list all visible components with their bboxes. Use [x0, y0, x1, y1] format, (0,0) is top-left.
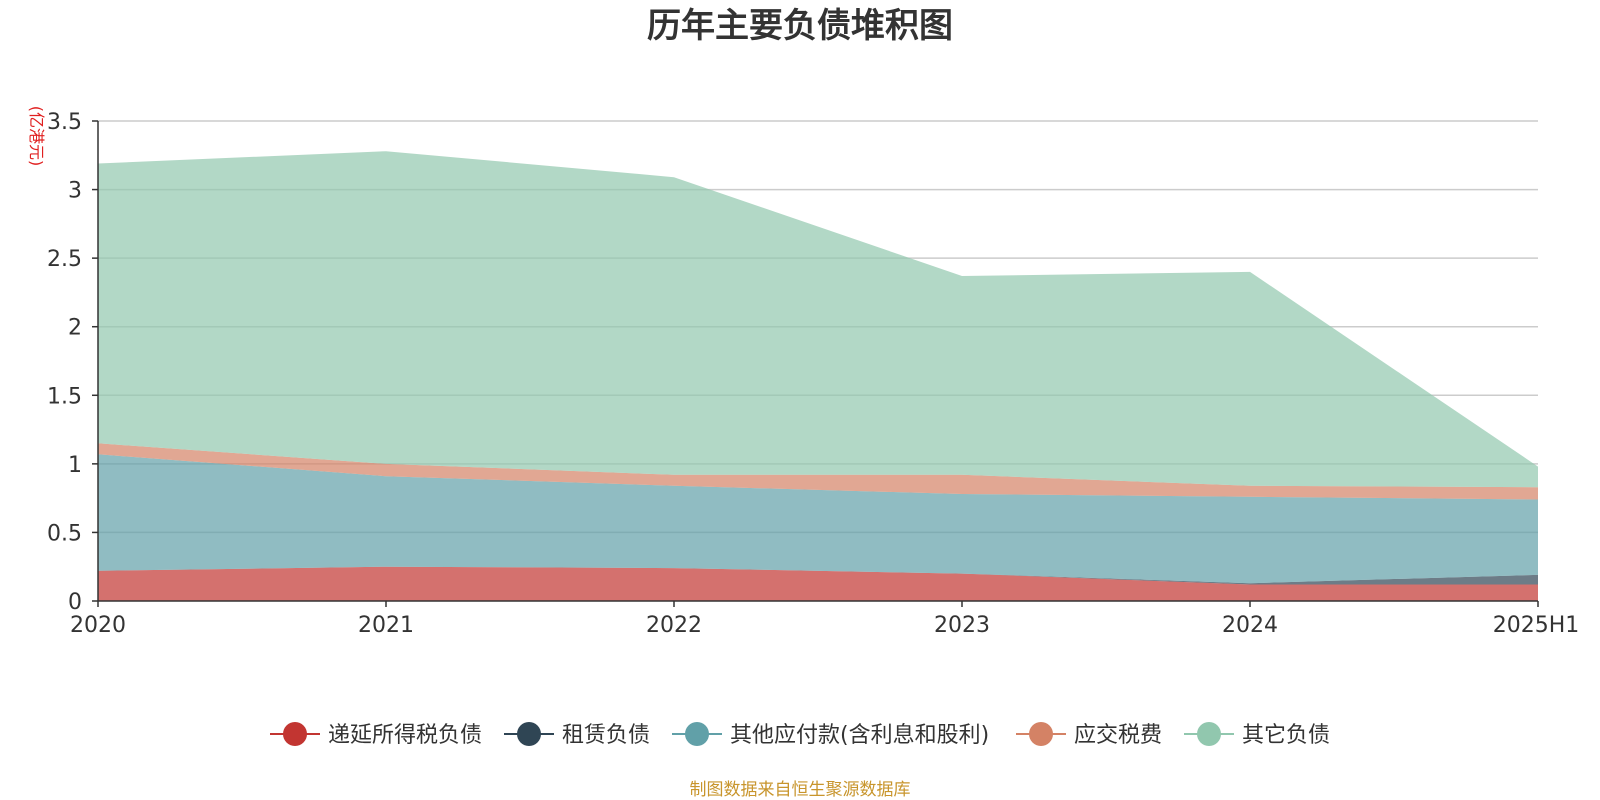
y-tick-label: 0: [68, 590, 82, 615]
legend-label: 递延所得税负债: [328, 723, 482, 748]
x-tick-label: 2022: [646, 613, 702, 638]
legend-item[interactable]: 其他应付款(含利息和股利): [672, 722, 989, 748]
y-axis-unit-label: (亿港元): [27, 106, 46, 167]
legend-label: 其他应付款(含利息和股利): [730, 723, 989, 748]
legend-marker-icon: [1197, 722, 1221, 746]
x-tick-label: 2024: [1222, 613, 1278, 638]
x-tick-label: 2020: [70, 613, 126, 638]
legend-marker-icon: [685, 722, 709, 746]
legend-item[interactable]: 递延所得税负债: [270, 722, 482, 748]
area-series-3: [98, 454, 1538, 584]
y-tick-label: 2.5: [47, 247, 82, 272]
legend-label: 租赁负债: [562, 723, 650, 748]
source-note: 制图数据来自恒生聚源数据库: [690, 780, 911, 800]
legend: 递延所得税负债 租赁负债 其他应付款(含利息和股利) 应交税费 其它负债: [270, 722, 1330, 748]
x-tick-label: 2021: [358, 613, 414, 638]
y-tick-label: 0.5: [47, 521, 82, 546]
legend-item[interactable]: 租赁负债: [504, 722, 650, 748]
area-series-group: [98, 151, 1538, 601]
legend-marker-icon: [283, 722, 307, 746]
axes: 0 0.5 1 1.5 2 2.5 3 3.5 2020 2021 2022 2023 2024 2025…: [47, 110, 1579, 638]
legend-item[interactable]: 应交税费: [1016, 722, 1162, 748]
legend-marker-icon: [517, 722, 541, 746]
y-tick-label: 3: [68, 179, 82, 204]
chart-title: 历年主要负债堆积图: [647, 6, 953, 46]
area-series-5: [98, 151, 1538, 488]
legend-label: 其它负债: [1242, 723, 1330, 748]
x-tick-label: 2023: [934, 613, 990, 638]
legend-label: 应交税费: [1074, 723, 1162, 748]
y-tick-label: 2: [68, 316, 82, 341]
legend-item[interactable]: 其它负债: [1184, 722, 1330, 748]
legend-marker-icon: [1029, 722, 1053, 746]
area-series-4: [98, 443, 1538, 500]
y-tick-label: 1: [68, 453, 82, 478]
y-tick-label: 3.5: [47, 110, 82, 135]
area-series-1: [98, 566, 1538, 601]
y-tick-label: 1.5: [47, 384, 82, 409]
area-series-2: [98, 566, 1538, 585]
x-tick-label: 2025H1: [1493, 613, 1580, 638]
